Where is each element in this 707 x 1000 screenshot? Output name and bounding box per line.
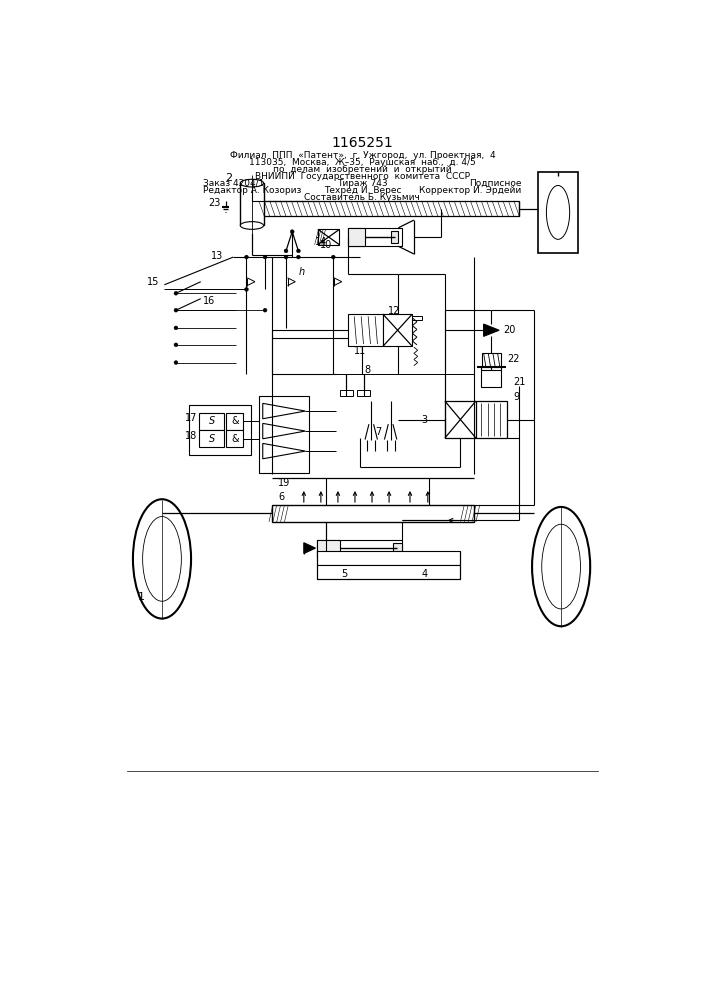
Bar xyxy=(348,228,365,246)
Polygon shape xyxy=(263,443,305,459)
Text: Тираж 743: Тираж 743 xyxy=(337,179,387,188)
Bar xyxy=(412,316,421,320)
Text: 3: 3 xyxy=(421,415,428,425)
Text: Составитель Б. Кузьмич: Составитель Б. Кузьмич xyxy=(305,193,420,202)
Text: 4: 4 xyxy=(421,569,428,579)
Bar xyxy=(317,540,340,557)
Text: 11: 11 xyxy=(354,346,366,356)
Bar xyxy=(255,201,518,216)
Text: 7: 7 xyxy=(375,427,381,437)
Text: 15: 15 xyxy=(146,277,159,287)
Text: 16: 16 xyxy=(203,296,216,306)
Bar xyxy=(348,228,402,246)
Ellipse shape xyxy=(296,249,300,253)
Text: 14: 14 xyxy=(315,237,328,247)
Ellipse shape xyxy=(291,230,294,234)
Text: 19: 19 xyxy=(278,478,290,488)
Text: 18: 18 xyxy=(185,431,198,441)
Bar xyxy=(240,183,264,225)
Text: 17: 17 xyxy=(185,413,198,423)
Text: Филиал  ППП  «Патент»,  г. Ужгород,  ул. Проектная,  4: Филиал ППП «Патент», г. Ужгород, ул. Про… xyxy=(230,151,495,160)
Bar xyxy=(482,353,501,367)
Bar xyxy=(226,413,243,430)
Bar xyxy=(199,430,224,447)
Text: 6: 6 xyxy=(279,492,284,502)
Ellipse shape xyxy=(174,361,178,364)
Polygon shape xyxy=(304,543,315,554)
Text: S: S xyxy=(209,416,215,426)
Text: 12: 12 xyxy=(388,306,401,316)
Ellipse shape xyxy=(174,343,178,347)
Text: 10: 10 xyxy=(320,240,332,250)
Ellipse shape xyxy=(284,255,288,259)
Polygon shape xyxy=(263,423,305,439)
Ellipse shape xyxy=(532,507,590,626)
Text: Корректор И. Эрдейи: Корректор И. Эрдейи xyxy=(419,186,521,195)
Ellipse shape xyxy=(284,249,288,253)
Text: 1: 1 xyxy=(138,592,144,602)
Ellipse shape xyxy=(245,287,248,291)
Text: Подписное: Подписное xyxy=(469,179,521,188)
Ellipse shape xyxy=(133,499,191,619)
Bar xyxy=(317,229,339,245)
Bar xyxy=(445,401,507,438)
Bar xyxy=(340,389,353,396)
Bar xyxy=(348,314,383,346)
Ellipse shape xyxy=(174,326,178,330)
Text: 22: 22 xyxy=(507,354,520,364)
Text: 8: 8 xyxy=(364,365,370,375)
Text: 2: 2 xyxy=(225,173,232,183)
Bar xyxy=(226,430,243,447)
Polygon shape xyxy=(484,324,499,336)
Ellipse shape xyxy=(296,255,300,259)
Text: S: S xyxy=(209,434,215,444)
Text: &: & xyxy=(231,416,239,426)
Ellipse shape xyxy=(263,255,267,259)
Text: Техред И. Верес: Техред И. Верес xyxy=(324,186,401,195)
Bar xyxy=(391,231,398,243)
Bar xyxy=(357,389,370,396)
Bar xyxy=(393,543,402,554)
Bar xyxy=(383,314,412,346)
Bar xyxy=(481,370,501,387)
Text: 20: 20 xyxy=(503,325,515,335)
Bar xyxy=(189,405,251,455)
Bar xyxy=(317,565,460,579)
Ellipse shape xyxy=(332,255,335,259)
Text: 9: 9 xyxy=(513,392,519,402)
Ellipse shape xyxy=(263,308,267,312)
Bar xyxy=(199,413,224,430)
Text: 13: 13 xyxy=(211,251,223,261)
Ellipse shape xyxy=(245,255,248,259)
Text: 23: 23 xyxy=(208,198,220,208)
Text: Заказ 4204/1: Заказ 4204/1 xyxy=(204,179,265,188)
Bar xyxy=(317,551,460,565)
Text: 113035,  Москва,  Ж–35,  Раушская  наб.,  д. 4/5: 113035, Москва, Ж–35, Раушская наб., д. … xyxy=(249,158,476,167)
Ellipse shape xyxy=(174,291,178,295)
Text: по  делам  изобретений  и  открытий: по делам изобретений и открытий xyxy=(273,165,452,174)
Polygon shape xyxy=(263,403,305,419)
Bar xyxy=(317,540,402,557)
Text: Редактор А. Козориз: Редактор А. Козориз xyxy=(204,186,302,195)
Ellipse shape xyxy=(174,308,178,312)
Text: h: h xyxy=(298,267,305,277)
Text: 21: 21 xyxy=(513,377,525,387)
Ellipse shape xyxy=(240,222,264,229)
Bar xyxy=(259,396,309,473)
Bar xyxy=(538,172,578,253)
Ellipse shape xyxy=(240,179,264,187)
Text: &: & xyxy=(231,434,239,444)
Text: ВНИИПИ  Государственного  комитета  СССР: ВНИИПИ Государственного комитета СССР xyxy=(255,172,470,181)
Text: 5: 5 xyxy=(341,569,347,579)
Bar xyxy=(272,505,474,522)
Text: 1165251: 1165251 xyxy=(331,136,393,150)
